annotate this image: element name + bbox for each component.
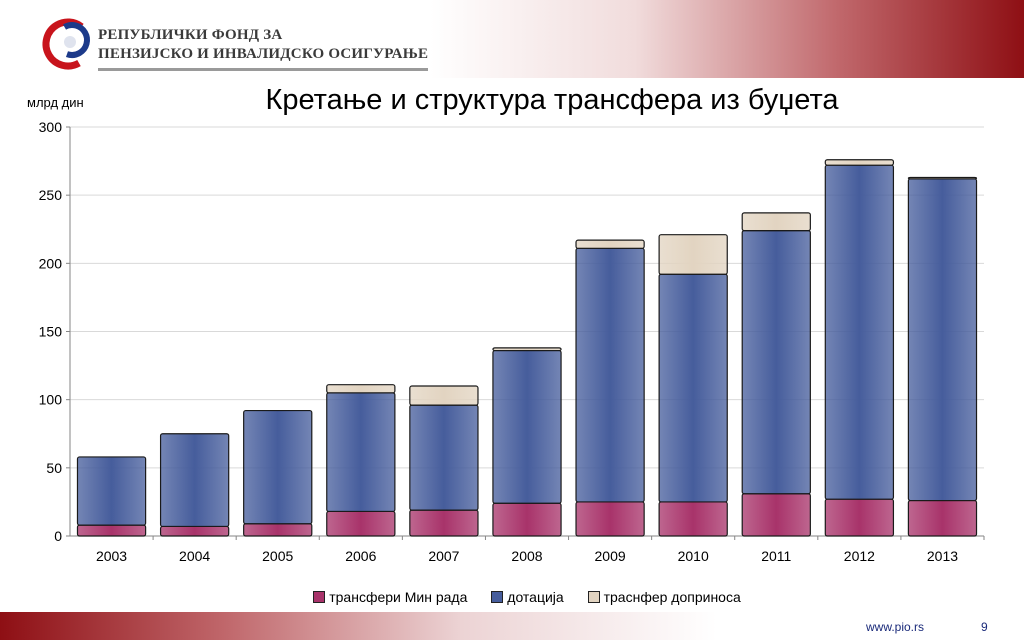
bar-2007-series1 xyxy=(409,509,479,537)
x-tick-label-2008: 2008 xyxy=(511,548,542,564)
bar-2007-series3 xyxy=(409,385,479,406)
y-tick-label-0: 0 xyxy=(54,528,62,544)
legend-label-series2: дотација xyxy=(507,589,564,605)
org-underline xyxy=(98,68,428,71)
y-tick-label-50: 50 xyxy=(46,460,62,476)
y-axis-unit-label: млрд дин xyxy=(27,95,84,110)
bar-2006-series3 xyxy=(326,384,396,394)
x-tick-label-2013: 2013 xyxy=(927,548,958,564)
bar-2003-series2 xyxy=(76,456,147,526)
bar-2005-series1 xyxy=(243,523,313,537)
y-tick-label-300: 300 xyxy=(39,119,63,135)
bar-2009-series1 xyxy=(575,501,645,537)
org-name-line1: РЕПУБЛИЧКИ ФОНД ЗА xyxy=(98,27,283,43)
header-band xyxy=(0,0,1024,78)
org-name-line2: ПЕНЗИЈСКО И ИНВАЛИДСКО ОСИГУРАЊЕ xyxy=(98,46,429,62)
bar-2003-series1 xyxy=(76,524,147,537)
page-number: 9 xyxy=(981,620,988,634)
bar-2009-series3 xyxy=(575,239,645,249)
x-tick-label-2007: 2007 xyxy=(428,548,459,564)
y-tick-label-150: 150 xyxy=(39,324,63,340)
x-tick-label-2010: 2010 xyxy=(678,548,709,564)
bar-2008-series2 xyxy=(492,349,562,504)
legend-item-series1: трансфери Мин рада xyxy=(313,589,467,605)
bar-2011-series2 xyxy=(741,230,811,495)
x-tick-label-2012: 2012 xyxy=(844,548,875,564)
pio-logo-icon xyxy=(42,18,94,70)
x-tick-label-2011: 2011 xyxy=(761,548,791,564)
bar-2013-series1 xyxy=(907,499,978,537)
legend-swatch-series1 xyxy=(313,591,326,603)
bar-2006-series1 xyxy=(326,510,396,537)
bar-2005-series2 xyxy=(243,409,313,525)
x-tick-label-2004: 2004 xyxy=(179,548,210,564)
bar-2012-series2 xyxy=(824,164,895,500)
x-tick-label-2006: 2006 xyxy=(345,548,376,564)
bar-2004-series2 xyxy=(159,433,230,528)
chart-title: Кретање и структура трансфера из буџета xyxy=(265,84,839,116)
legend-item-series2: дотација xyxy=(491,589,564,605)
bar-2013-series2 xyxy=(907,178,978,502)
x-tick-label-2005: 2005 xyxy=(262,548,293,564)
bar-2007-series2 xyxy=(409,404,479,511)
legend-label-series3: траснфер доприноса xyxy=(603,589,741,605)
bar-2012-series3 xyxy=(824,159,895,166)
bar-2006-series2 xyxy=(326,392,396,513)
y-tick-label-200: 200 xyxy=(39,255,63,271)
bar-2008-series3 xyxy=(492,347,562,352)
chart-legend: трансфери Мин рада дотација траснфер доп… xyxy=(0,589,1024,606)
footer-band xyxy=(0,612,1024,640)
bar-2011-series3 xyxy=(741,212,811,232)
bar-2010-series1 xyxy=(658,501,728,537)
legend-label-series1: трансфери Мин рада xyxy=(329,589,468,605)
stacked-bar-chart: 0 50 100 150 200 250 300 2003 2004 2005 2006 2007 20… xyxy=(39,119,985,564)
x-tick-label-2003: 2003 xyxy=(96,548,127,564)
y-tick-label-100: 100 xyxy=(39,392,63,408)
bar-2008-series1 xyxy=(492,502,562,537)
bar-2012-series1 xyxy=(824,498,895,537)
legend-swatch-series2 xyxy=(491,591,504,603)
bar-2010-series2 xyxy=(658,273,728,503)
bar-2010-series3 xyxy=(658,234,728,275)
bar-2009-series2 xyxy=(575,247,645,503)
footer-url[interactable]: www.pio.rs xyxy=(866,620,925,634)
legend-item-series3: траснфер доприноса xyxy=(587,589,741,605)
bar-2011-series1 xyxy=(741,493,811,537)
org-name: РЕПУБЛИЧКИ ФОНД ЗА ПЕНЗИЈСКО И ИНВАЛИДСК… xyxy=(98,26,428,64)
y-tick-label-250: 250 xyxy=(39,187,63,203)
bar-2013-series3 xyxy=(907,176,978,180)
bar-2004-series1 xyxy=(159,525,230,537)
legend-swatch-series3 xyxy=(587,591,600,603)
x-tick-label-2009: 2009 xyxy=(595,548,626,564)
